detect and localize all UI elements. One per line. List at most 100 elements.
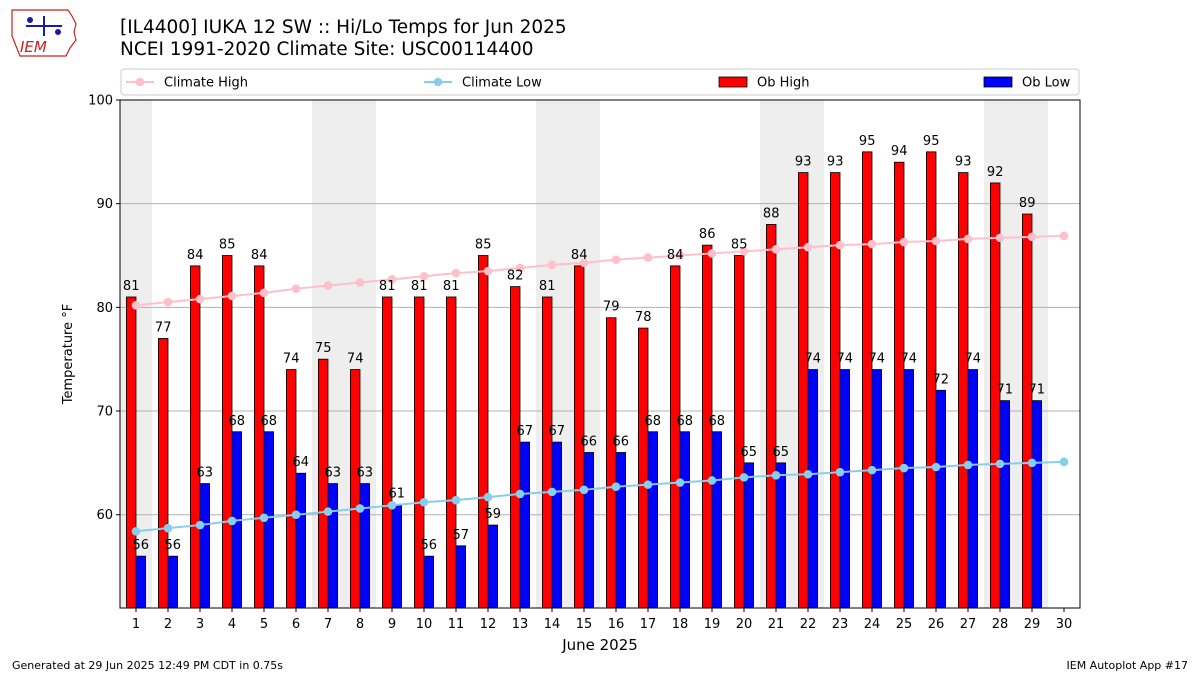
ob-low-bar-14 <box>551 441 563 609</box>
chart-subtitle: NCEI 1991-2020 Climate Site: USC00114400 <box>120 39 534 60</box>
y-tick-label-60: 60 <box>96 508 113 523</box>
ob-high-bar-14 <box>542 296 553 609</box>
ob-low-label-23: 74 <box>837 352 854 367</box>
x-tick-label-10: 10 <box>416 617 433 632</box>
climate-high-point-20 <box>739 247 749 256</box>
climate-low-line <box>135 460 1065 533</box>
ob-low-label-25: 74 <box>901 352 918 367</box>
ob-high-bar-21 <box>766 224 777 609</box>
legend-climate-low-swatch-marker <box>433 77 443 87</box>
ob-high-bar-22 <box>798 172 809 609</box>
climate-low-point-20 <box>739 473 749 482</box>
climate-low-point-7 <box>323 507 333 516</box>
ob-high-label-1: 81 <box>123 279 140 294</box>
ob-high-label-20: 85 <box>731 238 748 253</box>
ob-low-bar-29 <box>1031 400 1043 609</box>
x-tick-label-21: 21 <box>768 617 785 632</box>
climate-low-point-13 <box>515 489 525 499</box>
ob-low-bar-17 <box>647 431 659 609</box>
x-tick-label-20: 20 <box>736 617 753 632</box>
climate-high-point-6 <box>291 284 301 293</box>
climate-low-point-12 <box>483 492 493 502</box>
footer-generated: Generated at 29 Jun 2025 12:49 PM CDT in… <box>12 659 284 672</box>
ob-low-bar-19 <box>711 431 723 609</box>
ob-high-label-22: 93 <box>795 155 812 170</box>
ob-high-bar-23 <box>830 172 841 609</box>
ob-high-label-27: 93 <box>955 155 972 170</box>
x-tick-label-13: 13 <box>512 617 529 632</box>
legend-ob-high-swatch <box>718 76 748 88</box>
climate-low-point-17 <box>643 480 653 489</box>
x-tick-label-1: 1 <box>132 617 140 632</box>
climate-low-point-21 <box>771 470 781 480</box>
ob-low-label-16: 66 <box>613 434 630 449</box>
ob-low-label-22: 74 <box>805 352 822 367</box>
y-tick-label-100: 100 <box>88 94 113 109</box>
x-tick-label-15: 15 <box>576 617 593 632</box>
ob-low-bar-27 <box>967 369 979 609</box>
ob-low-bar-9 <box>391 503 403 609</box>
climate-high-point-2 <box>163 297 173 307</box>
ob-high-label-21: 88 <box>763 206 780 221</box>
ob-high-label-19: 86 <box>699 227 716 242</box>
x-tick-label-16: 16 <box>608 617 625 632</box>
ob-high-label-17: 78 <box>635 310 652 325</box>
climate-low-point-14 <box>547 487 557 497</box>
ob-high-label-18: 84 <box>667 248 684 263</box>
climate-high-point-9 <box>387 275 397 284</box>
climate-high-line <box>135 234 1065 307</box>
climate-high-point-29 <box>1027 232 1037 242</box>
ob-high-bar-16 <box>606 317 617 609</box>
ob-low-bar-18 <box>679 431 691 609</box>
climate-low-point-23 <box>835 467 845 477</box>
x-tick-label-9: 9 <box>388 617 396 632</box>
ob-high-bar-24 <box>862 151 873 609</box>
ob-high-label-25: 94 <box>891 144 908 159</box>
x-tick-label-19: 19 <box>704 617 721 632</box>
ob-high-label-12: 85 <box>475 238 492 253</box>
ob-low-label-6: 64 <box>293 455 310 470</box>
ob-high-bar-17 <box>638 327 649 609</box>
ob-high-label-2: 77 <box>155 320 172 335</box>
climate-high-point-14 <box>547 260 557 270</box>
climate-high-point-5 <box>259 288 269 298</box>
climate-high-point-4 <box>227 291 237 301</box>
ob-high-bar-7 <box>317 358 329 609</box>
ob-low-bar-13 <box>519 441 531 609</box>
x-tick-label-28: 28 <box>992 617 1009 632</box>
ob-low-label-29: 71 <box>1029 383 1046 398</box>
ob-high-bar-25 <box>894 161 905 609</box>
ob-low-label-13: 67 <box>517 424 534 439</box>
climate-low-point-15 <box>579 485 589 495</box>
x-tick-label-30: 30 <box>1056 617 1073 632</box>
ob-high-label-7: 75 <box>315 341 332 356</box>
x-tick-label-29: 29 <box>1024 617 1041 632</box>
ob-high-label-28: 92 <box>987 165 1004 180</box>
ob-low-bar-3 <box>199 483 211 609</box>
y-tick-label-90: 90 <box>96 197 113 212</box>
x-tick-label-14: 14 <box>544 617 561 632</box>
climate-high-point-13 <box>515 263 525 273</box>
bar-labels: 81 77 84 85 84 74 75 74 81 81 81 85 82 81 84 79 78 84 86 85… <box>123 134 1045 553</box>
legend: Climate High Climate Low Ob High Ob Low <box>120 68 1080 96</box>
ob-low-label-9: 61 <box>389 486 406 501</box>
chart-title: [IL4400] IUKA 12 SW :: Hi/Lo Temps for J… <box>120 17 567 38</box>
climate-low-point-29 <box>1027 458 1037 468</box>
climate-high-point-30 <box>1059 231 1069 241</box>
x-tick-label-2: 2 <box>164 617 172 632</box>
ob-low-label-11: 57 <box>453 528 470 543</box>
x-tick-label-27: 27 <box>960 617 977 632</box>
bars <box>126 151 1043 609</box>
ob-low-bar-10 <box>423 555 435 609</box>
climate-low-point-8 <box>355 504 365 513</box>
ob-high-label-15: 84 <box>571 248 588 263</box>
climate-low-point-11 <box>451 495 461 505</box>
ob-low-label-27: 74 <box>965 352 982 367</box>
ob-high-label-24: 95 <box>859 134 876 149</box>
ob-low-bar-15 <box>583 452 595 609</box>
climate-low-point-4 <box>227 516 237 526</box>
climate-low-point-18 <box>675 478 685 487</box>
ob-low-bar-23 <box>839 369 851 609</box>
y-tick-label-70: 70 <box>96 405 113 420</box>
ob-low-bar-12 <box>487 524 499 609</box>
